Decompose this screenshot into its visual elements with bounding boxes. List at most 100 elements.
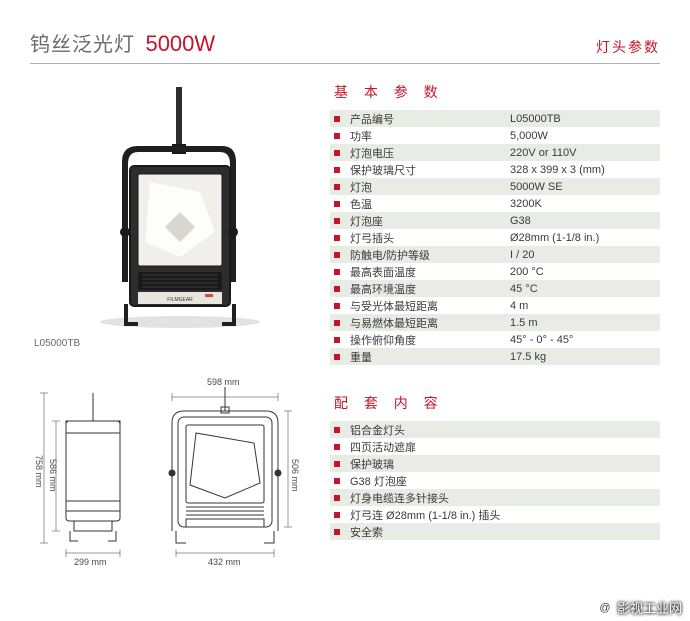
bullet-icon	[334, 269, 340, 275]
bullet-icon	[334, 478, 340, 484]
bullet-icon	[334, 150, 340, 156]
dim-base-width: 299 mm	[74, 557, 107, 567]
bullet-icon	[334, 167, 340, 173]
product-photo: FILMGEAR	[30, 82, 300, 332]
spec-value: 17.5 kg	[510, 351, 656, 363]
spec-label: 产品编号	[350, 111, 510, 127]
header-right: 灯头参数	[596, 37, 660, 57]
dim-inner-height: 586 mm	[48, 459, 58, 492]
spec-label: 灯身电缆连多针接头	[350, 490, 510, 506]
spec-row: 安全索	[330, 523, 660, 540]
spec-label: 操作俯仰角度	[350, 332, 510, 348]
watermark: @ 影视工业网	[597, 598, 682, 617]
right-column: 基 本 参 数 产品编号L05000TB功率5,000W灯泡电压220V or …	[330, 82, 660, 578]
spec-value: G38	[510, 215, 656, 227]
spec-value: 200 °C	[510, 266, 656, 278]
spec-row: 防触电/防护等级I / 20	[330, 246, 660, 263]
bullet-icon	[334, 133, 340, 139]
spec-row: 灯弓连 Ø28mm (1-1/8 in.) 插头	[330, 506, 660, 523]
spec-value: 1.5 m	[510, 317, 656, 329]
spec-row: 产品编号L05000TB	[330, 110, 660, 127]
spec-label: 最高环境温度	[350, 281, 510, 297]
contents-section-title: 配 套 内 容	[330, 393, 660, 413]
spec-label: 灯弓连 Ø28mm (1-1/8 in.) 插头	[350, 507, 510, 523]
spec-row: 灯泡5000W SE	[330, 178, 660, 195]
spec-label: 最高表面温度	[350, 264, 510, 280]
spec-label: 铝合金灯头	[350, 422, 510, 438]
basic-section-title: 基 本 参 数	[330, 82, 660, 102]
dim-side-height: 506 mm	[290, 459, 300, 492]
bullet-icon	[334, 235, 340, 241]
spec-value: I / 20	[510, 249, 656, 261]
product-power: 5000W	[145, 31, 215, 56]
bullet-icon	[334, 427, 340, 433]
spec-row: 操作俯仰角度45° - 0° - 45°	[330, 331, 660, 348]
watermark-at-icon: @	[597, 600, 613, 616]
spec-label: 灯泡	[350, 179, 510, 195]
spec-value: 5,000W	[510, 130, 656, 142]
spec-value: 3200K	[510, 198, 656, 210]
spec-label: 功率	[350, 128, 510, 144]
dimension-diagram: 598 mm 506 mm 586 mm 758 mm 299 mm 432 m…	[30, 373, 300, 578]
spec-row: 铝合金灯头	[330, 421, 660, 438]
bullet-icon	[334, 252, 340, 258]
spec-value: 328 x 399 x 3 (mm)	[510, 164, 656, 176]
spec-row: 最高环境温度45 °C	[330, 280, 660, 297]
svg-text:FILMGEAR: FILMGEAR	[167, 297, 193, 303]
spec-row: G38 灯泡座	[330, 472, 660, 489]
title-block: 钨丝泛光灯 5000W	[30, 28, 215, 57]
spec-value: 45° - 0° - 45°	[510, 334, 656, 346]
spec-value: L05000TB	[510, 113, 656, 125]
spec-label: 四页活动遮扉	[350, 439, 510, 455]
model-label: L05000TB	[34, 338, 300, 349]
spec-label: 安全索	[350, 524, 510, 540]
spec-label: 保护玻璃尺寸	[350, 162, 510, 178]
spec-row: 灯身电缆连多针接头	[330, 489, 660, 506]
bullet-icon	[334, 116, 340, 122]
spec-row: 功率5,000W	[330, 127, 660, 144]
spec-row: 色温3200K	[330, 195, 660, 212]
dim-front-width: 432 mm	[208, 557, 241, 567]
spec-value: Ø28mm (1-1/8 in.)	[510, 232, 656, 244]
spec-row: 灯泡电压220V or 110V	[330, 144, 660, 161]
spec-label: 灯泡电压	[350, 145, 510, 161]
bullet-icon	[334, 495, 340, 501]
spec-label: 防触电/防护等级	[350, 247, 510, 263]
product-title: 钨丝泛光灯	[30, 34, 135, 56]
bullet-icon	[334, 512, 340, 518]
spec-row: 重量17.5 kg	[330, 348, 660, 365]
header: 钨丝泛光灯 5000W 灯头参数	[30, 28, 660, 64]
bullet-icon	[334, 320, 340, 326]
spec-row: 与易燃体最短距离1.5 m	[330, 314, 660, 331]
bullet-icon	[334, 337, 340, 343]
spec-label: 保护玻璃	[350, 456, 510, 472]
bullet-icon	[334, 529, 340, 535]
bullet-icon	[334, 184, 340, 190]
bullet-icon	[334, 354, 340, 360]
bullet-icon	[334, 303, 340, 309]
spec-label: 色温	[350, 196, 510, 212]
spec-label: 灯弓插头	[350, 230, 510, 246]
dim-top-width: 598 mm	[207, 377, 240, 387]
spec-row: 保护玻璃尺寸328 x 399 x 3 (mm)	[330, 161, 660, 178]
spec-row: 四页活动遮扉	[330, 438, 660, 455]
watermark-text: 影视工业网	[617, 598, 682, 617]
spec-label: 与易燃体最短距离	[350, 315, 510, 331]
dim-outer-height: 758 mm	[34, 455, 44, 488]
spec-row: 与受光体最短距离4 m	[330, 297, 660, 314]
bullet-icon	[334, 444, 340, 450]
basic-spec-table: 产品编号L05000TB功率5,000W灯泡电压220V or 110V保护玻璃…	[330, 110, 660, 365]
bullet-icon	[334, 218, 340, 224]
contents-table: 铝合金灯头四页活动遮扉保护玻璃G38 灯泡座灯身电缆连多针接头灯弓连 Ø28mm…	[330, 421, 660, 540]
spec-value: 5000W SE	[510, 181, 656, 193]
spec-value: 4 m	[510, 300, 656, 312]
spec-value: 220V or 110V	[510, 147, 656, 159]
left-column: FILMGEAR L05000TB	[30, 82, 300, 578]
spec-row: 灯弓插头Ø28mm (1-1/8 in.)	[330, 229, 660, 246]
spec-label: 重量	[350, 349, 510, 365]
spec-label: 灯泡座	[350, 213, 510, 229]
spec-row: 保护玻璃	[330, 455, 660, 472]
bullet-icon	[334, 286, 340, 292]
spec-label: G38 灯泡座	[350, 473, 510, 489]
spec-row: 灯泡座G38	[330, 212, 660, 229]
